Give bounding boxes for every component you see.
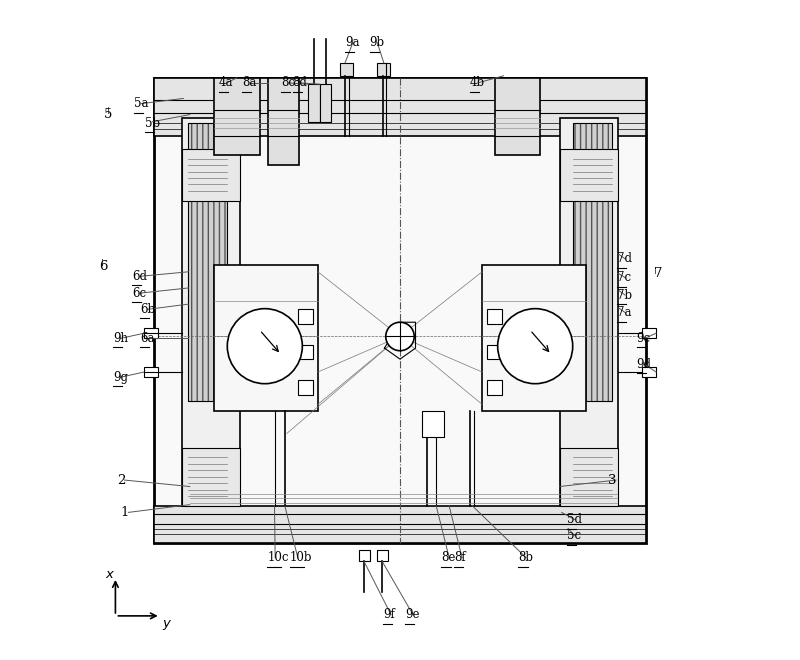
Text: 7b: 7b xyxy=(618,288,633,302)
Text: 5c: 5c xyxy=(567,529,581,542)
Bar xyxy=(377,550,388,561)
Bar xyxy=(298,380,313,395)
Text: 5: 5 xyxy=(104,108,112,121)
Bar xyxy=(214,265,318,411)
Bar xyxy=(189,123,227,401)
Bar xyxy=(189,123,227,401)
Bar xyxy=(642,328,656,338)
Text: 6a: 6a xyxy=(140,332,154,345)
Text: 4a: 4a xyxy=(219,77,234,89)
Bar xyxy=(154,506,646,543)
Text: 6b: 6b xyxy=(140,303,155,315)
Text: 9a: 9a xyxy=(345,36,359,49)
Circle shape xyxy=(498,309,573,383)
Text: 5a: 5a xyxy=(134,97,148,110)
Text: 10b: 10b xyxy=(290,551,313,564)
Text: 7a: 7a xyxy=(618,306,632,319)
Bar xyxy=(573,123,611,401)
Bar xyxy=(487,380,502,395)
Text: 8a: 8a xyxy=(242,77,257,89)
Bar xyxy=(214,78,260,155)
Text: 9h: 9h xyxy=(113,332,128,345)
Circle shape xyxy=(386,322,414,350)
Bar xyxy=(358,550,370,561)
Text: 3: 3 xyxy=(608,474,617,486)
Bar xyxy=(144,328,158,338)
Bar xyxy=(560,118,618,506)
Circle shape xyxy=(227,309,302,383)
Bar xyxy=(378,63,390,76)
Bar xyxy=(320,84,331,121)
Text: 6d: 6d xyxy=(132,270,147,283)
Text: 5b: 5b xyxy=(145,117,160,129)
Text: 10c: 10c xyxy=(267,551,289,564)
Text: 8e: 8e xyxy=(442,551,456,564)
Bar xyxy=(298,310,313,323)
Text: 9d: 9d xyxy=(637,358,652,371)
Bar xyxy=(487,310,502,323)
Bar xyxy=(308,84,320,121)
Bar xyxy=(642,367,656,377)
Bar xyxy=(560,447,618,506)
Text: 1: 1 xyxy=(121,506,129,519)
Bar xyxy=(144,367,158,377)
Text: 7c: 7c xyxy=(618,271,631,284)
Text: 4b: 4b xyxy=(470,77,485,89)
Bar xyxy=(341,63,354,76)
Text: 8b: 8b xyxy=(518,551,534,564)
Bar xyxy=(268,78,299,165)
Text: 5d: 5d xyxy=(567,513,582,526)
Text: 7d: 7d xyxy=(618,252,632,265)
Text: 9e: 9e xyxy=(405,608,420,621)
Text: y: y xyxy=(162,617,170,630)
Text: 9f: 9f xyxy=(383,608,395,621)
Bar xyxy=(573,123,611,401)
Text: 6: 6 xyxy=(99,260,108,273)
Text: 9b: 9b xyxy=(370,36,385,49)
Text: 6c: 6c xyxy=(132,286,146,300)
Text: 8c: 8c xyxy=(281,77,295,89)
Text: 8f: 8f xyxy=(454,551,466,564)
Bar xyxy=(482,265,586,411)
Bar xyxy=(495,78,540,155)
Text: 8d: 8d xyxy=(293,77,307,89)
Bar xyxy=(154,78,646,136)
Text: 7: 7 xyxy=(654,267,662,280)
Bar xyxy=(422,411,444,437)
Bar xyxy=(182,118,240,506)
Bar xyxy=(182,447,240,506)
Bar xyxy=(560,149,618,201)
Text: 9g: 9g xyxy=(113,371,128,383)
Bar xyxy=(154,78,646,543)
Text: 9c: 9c xyxy=(637,332,651,345)
Bar xyxy=(182,149,240,201)
Bar xyxy=(298,345,313,359)
Text: 2: 2 xyxy=(117,474,125,486)
Bar xyxy=(487,345,502,359)
Text: x: x xyxy=(105,568,113,581)
